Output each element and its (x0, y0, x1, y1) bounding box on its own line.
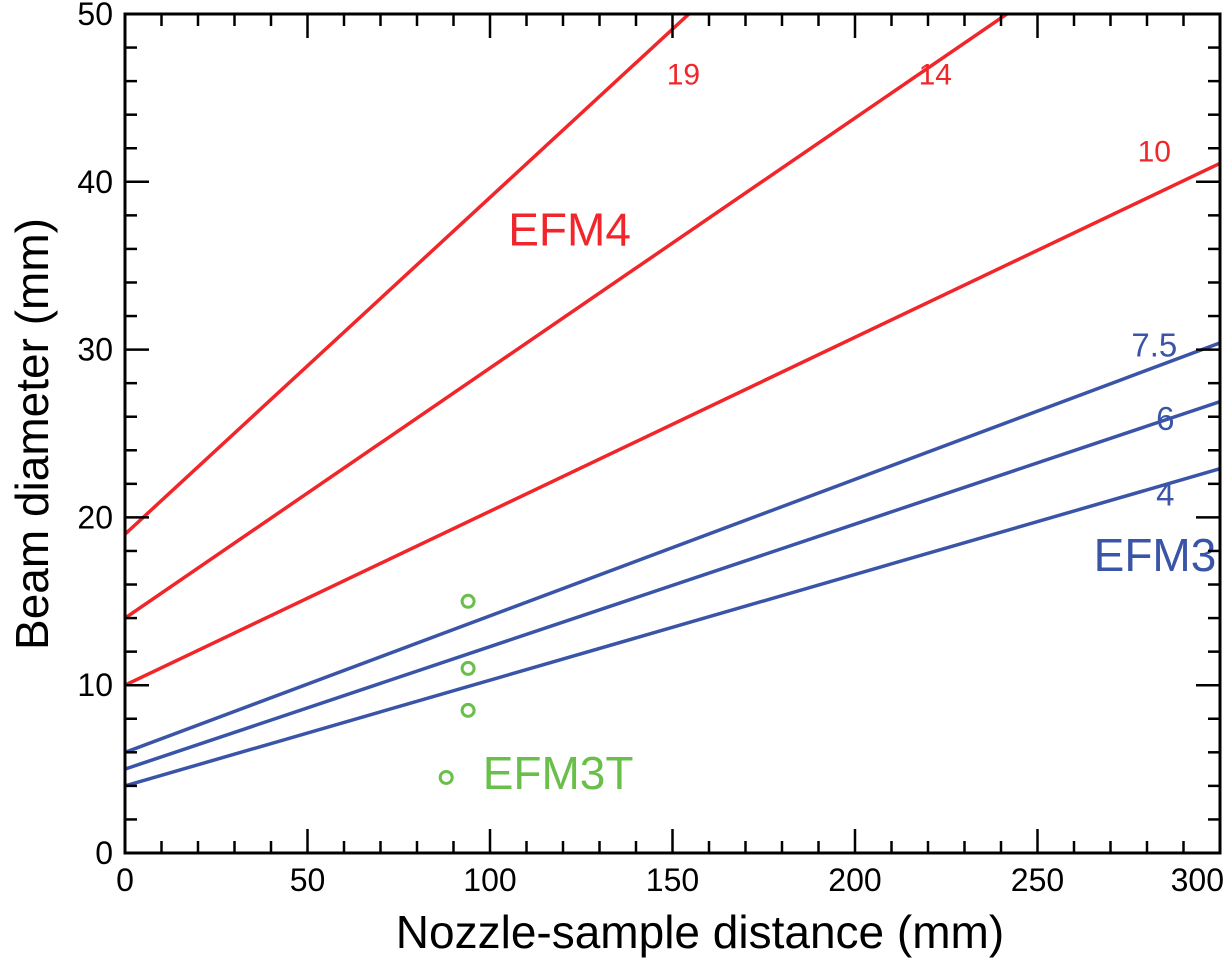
x-tick-label: 0 (116, 862, 134, 898)
x-tick-label: 50 (290, 862, 326, 898)
series-line-10 (125, 161, 1220, 687)
series-label: 7.5 (1131, 326, 1177, 363)
series-line-4 (125, 467, 1220, 788)
x-axis-label: Nozzle-sample distance (mm) (396, 906, 1004, 958)
group-label-efm3: EFM3 (1094, 529, 1217, 581)
y-axis-label: Beam diameter (mm) (6, 218, 58, 650)
group-label-efm3t: EFM3T (483, 747, 634, 799)
scatter-point (460, 660, 476, 676)
x-tick-label: 200 (828, 862, 881, 898)
y-tick-label: 20 (77, 499, 113, 535)
y-tick-label: 40 (77, 164, 113, 200)
y-tick-label: 30 (77, 332, 113, 368)
series-line-7-5 (125, 341, 1220, 754)
x-tick-label: 100 (463, 862, 516, 898)
series-line-6 (125, 399, 1220, 771)
y-tick-label: 10 (77, 667, 113, 703)
plot-frame (123, 12, 1222, 855)
series-label: 6 (1156, 400, 1174, 437)
scatter-point (460, 593, 476, 609)
series-label: 10 (1138, 136, 1171, 169)
series-label: 4 (1156, 476, 1174, 513)
y-tick-label: 0 (95, 835, 113, 871)
x-tick-label: 300 (1171, 862, 1224, 898)
series-label: 14 (919, 58, 952, 91)
plot-area (125, 14, 1220, 788)
x-tick-label: 250 (1011, 862, 1064, 898)
scatter-point (438, 769, 454, 785)
series-label: 19 (667, 58, 700, 91)
series-line-14 (125, 14, 1010, 620)
group-label-efm4: EFM4 (508, 204, 631, 256)
x-tick-label: 150 (646, 862, 699, 898)
scatter-point (460, 702, 476, 718)
y-tick-label: 50 (77, 0, 113, 32)
